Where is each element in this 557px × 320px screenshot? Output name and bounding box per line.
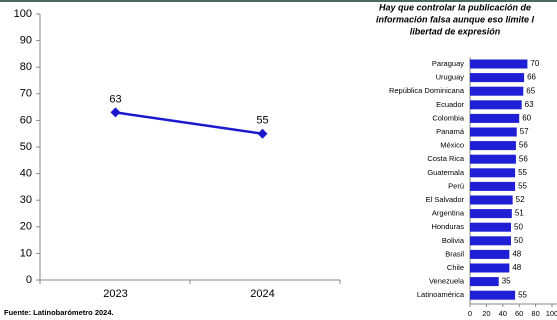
- y-tick-label: República Dominicana: [389, 86, 465, 95]
- data-label: 70: [530, 59, 539, 68]
- y-tick-label: Ecuador: [436, 100, 464, 109]
- x-tick-label: 20: [482, 309, 490, 318]
- y-tick-label: 80: [20, 61, 32, 73]
- data-label: 66: [527, 73, 536, 82]
- data-label: 50: [514, 236, 523, 245]
- y-tick-label: 0: [26, 274, 32, 286]
- bar: [470, 222, 511, 232]
- data-label: 55: [518, 290, 527, 299]
- bar: [470, 249, 510, 259]
- bar: [470, 181, 516, 191]
- y-tick-label: Bolivia: [442, 236, 465, 245]
- y-tick-label: 30: [20, 194, 32, 206]
- marker: [257, 128, 268, 139]
- data-label: 55: [518, 168, 527, 177]
- y-tick-label: Argentina: [432, 209, 465, 218]
- y-tick-label: 70: [20, 88, 32, 100]
- y-tick-label: Paraguay: [432, 59, 464, 68]
- bar: [470, 59, 528, 69]
- x-tick-label: 80: [531, 309, 539, 318]
- chart-title: información falsa aunque eso limite l: [376, 14, 535, 24]
- y-tick-label: 50: [20, 141, 32, 153]
- data-label: 52: [516, 195, 525, 204]
- y-tick-label: El Salvador: [426, 195, 465, 204]
- y-tick-label: Panamá: [436, 127, 465, 136]
- y-tick-label: Chile: [447, 263, 464, 272]
- y-tick-label: 90: [20, 35, 32, 47]
- bar: [470, 277, 499, 287]
- data-label: 35: [502, 277, 511, 286]
- x-tick-label: 2023: [103, 288, 127, 300]
- bar: [470, 168, 516, 178]
- bar: [470, 195, 513, 205]
- x-tick-label: 2024: [250, 288, 274, 300]
- bar: [470, 209, 512, 219]
- data-label: 56: [519, 154, 528, 163]
- x-tick-label: 40: [499, 309, 507, 318]
- y-tick-label: México: [440, 141, 464, 150]
- y-tick-label: 20: [20, 221, 32, 233]
- data-label: 60: [522, 114, 531, 123]
- chart-title: libertad de expresión: [410, 26, 501, 36]
- data-label: 63: [525, 100, 534, 109]
- data-label: 65: [526, 86, 535, 95]
- data-label: 48: [512, 263, 521, 272]
- bar: [470, 113, 520, 123]
- y-tick-label: Uruguay: [436, 73, 465, 82]
- data-label: 57: [520, 127, 529, 136]
- bar: [470, 236, 511, 246]
- source: Fuente: Latinobarómetro 2024.: [4, 308, 114, 317]
- bar: [470, 141, 516, 151]
- bar: [470, 73, 525, 83]
- y-tick-label: Brasil: [445, 249, 464, 258]
- y-tick-label: 60: [20, 114, 32, 126]
- y-tick-label: 100: [14, 8, 32, 20]
- bar: [470, 154, 516, 164]
- bar: [470, 290, 516, 300]
- data-label: 50: [514, 222, 523, 231]
- data-label: 63: [109, 93, 121, 105]
- line: [115, 111, 263, 135]
- bar: [470, 127, 517, 137]
- bar: [470, 86, 524, 96]
- x-tick-label: 60: [515, 309, 523, 318]
- bar: [470, 100, 522, 110]
- y-tick-label: Honduras: [431, 222, 464, 231]
- y-tick-label: Perú: [448, 181, 464, 190]
- y-tick-label: Costa Rica: [427, 154, 465, 163]
- marker: [110, 107, 121, 118]
- y-tick-label: 40: [20, 168, 32, 180]
- x-tick-label: 0: [468, 309, 472, 318]
- data-label: 55: [518, 182, 527, 191]
- y-tick-label: Colombia: [432, 113, 465, 122]
- y-tick-label: 10: [20, 247, 32, 259]
- data-label: 51: [515, 209, 524, 218]
- chart-title: Hay que controlar la publicación de: [379, 2, 531, 12]
- x-tick-label: 100: [546, 309, 557, 318]
- y-tick-label: Venezuela: [429, 277, 465, 286]
- data-label: 56: [519, 141, 528, 150]
- y-tick-label: Latinoamérica: [417, 290, 465, 299]
- data-label: 48: [512, 250, 521, 259]
- bar: [470, 263, 510, 273]
- y-tick-label: Guatemala: [427, 168, 465, 177]
- data-label: 55: [256, 115, 268, 127]
